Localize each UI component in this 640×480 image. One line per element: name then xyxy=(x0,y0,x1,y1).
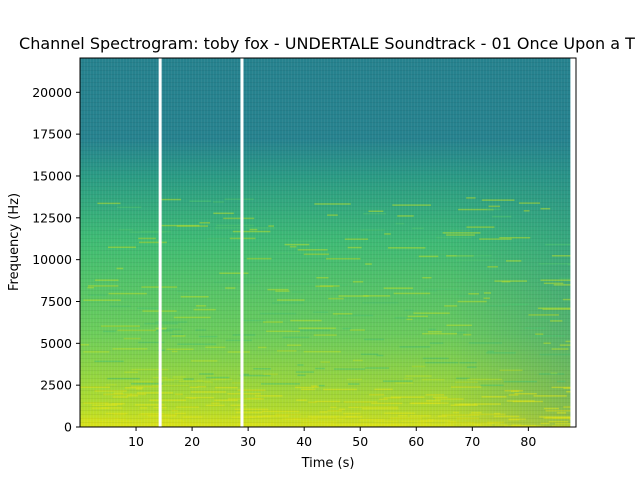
x-axis-ticks: 10 20 30 40 50 60 70 80 xyxy=(128,427,536,449)
x-tick-label: 80 xyxy=(520,434,536,449)
plot-frame xyxy=(79,57,577,428)
x-tick-label: 40 xyxy=(296,434,312,449)
x-tick-label: 30 xyxy=(240,434,256,449)
y-tick-label: 5000 xyxy=(40,336,72,351)
x-tick-label: 70 xyxy=(464,434,480,449)
y-tick-label: 2500 xyxy=(40,378,72,393)
data-end-band xyxy=(570,58,576,427)
plot-area xyxy=(80,58,576,427)
chart-title: Channel Spectrogram: toby fox - UNDERTAL… xyxy=(19,34,635,53)
silence-gap xyxy=(240,58,244,427)
spectrogram-texture xyxy=(80,58,571,427)
y-axis-label: Frequency (Hz) xyxy=(7,193,22,291)
y-tick-label: 7500 xyxy=(40,294,72,309)
y-tick-label: 15000 xyxy=(32,168,72,183)
y-tick-label: 10000 xyxy=(32,252,72,267)
y-tick-label: 20000 xyxy=(32,85,72,100)
x-axis-label: Time (s) xyxy=(301,456,355,471)
y-tick-label: 0 xyxy=(64,420,72,435)
x-tick-label: 50 xyxy=(352,434,368,449)
y-tick-label: 17500 xyxy=(32,127,72,142)
x-tick-label: 10 xyxy=(128,434,144,449)
y-axis-ticks: 0 2500 5000 7500 10000 12500 15000 17500 20000 xyxy=(32,85,80,435)
x-tick-label: 20 xyxy=(184,434,200,449)
x-tick-label: 60 xyxy=(408,434,424,449)
silence-gap xyxy=(158,58,162,427)
y-tick-label: 12500 xyxy=(32,210,72,225)
